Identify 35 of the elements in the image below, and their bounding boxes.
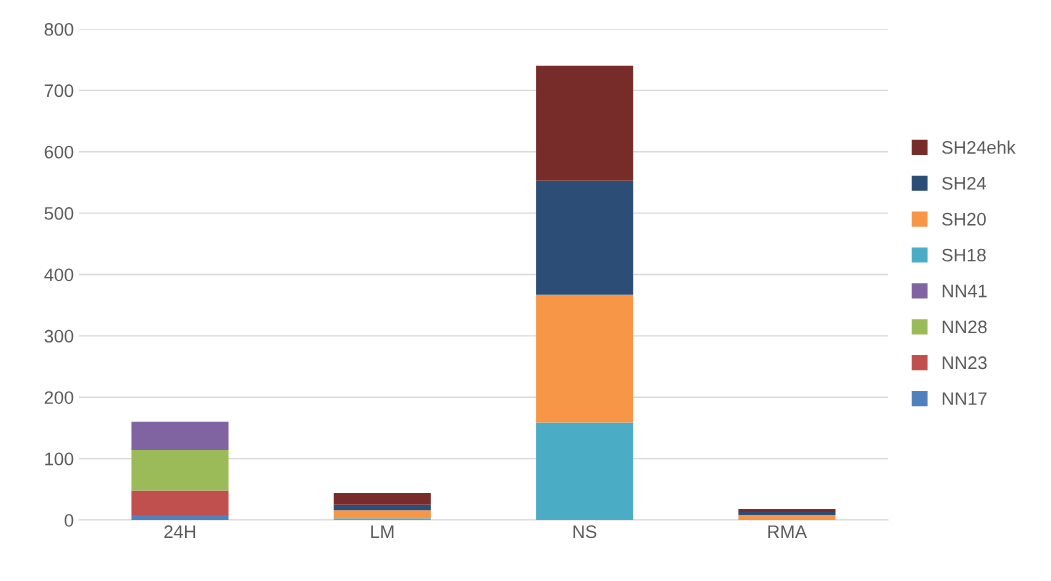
legend-label: SH20 [942,212,986,226]
y-tick-label: 600 [44,145,74,159]
bar [333,492,431,505]
bar [738,512,836,516]
y-tick-label: 700 [44,84,74,98]
bar [333,504,431,511]
bar [738,508,836,513]
bar [738,515,836,520]
y-tick-label: 800 [44,22,74,36]
bar [536,65,634,181]
x-tick-label: LM [371,525,394,538]
bar [536,294,634,423]
y-tick-label: 500 [44,207,74,220]
y-tick-label: 400 [44,268,74,282]
x-tick-label: 24H [164,525,196,538]
bar [131,450,229,491]
bar [131,490,229,516]
legend-label: NN23 [942,356,987,370]
x-tick-label: NS [573,525,597,539]
legend-label: NN41 [942,284,987,298]
y-tick-label: 200 [44,391,74,404]
legend-label: SH24ehk [942,140,1016,154]
legend-label: SH24 [942,176,986,190]
legend-label: NN17 [942,392,987,405]
bar [536,422,634,520]
bar [131,421,229,451]
legend-label: SH18 [942,248,986,262]
bar [131,515,229,520]
legend-label: NN28 [942,320,987,334]
x-tick-label: RMA [768,525,807,538]
y-tick-label: 300 [44,329,74,343]
bar [333,510,431,519]
y-tick-label: 0 [64,513,74,527]
y-tick-label: 100 [45,452,74,466]
bar [536,180,634,295]
